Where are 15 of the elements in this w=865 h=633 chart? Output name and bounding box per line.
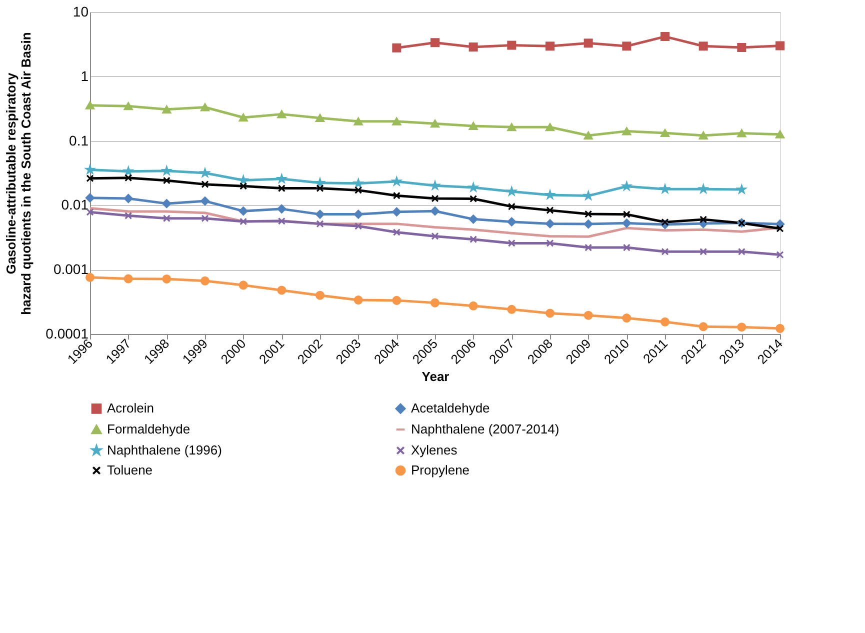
legend-label: Acetaldehyde xyxy=(411,400,490,416)
legend-label: Formaldehyde xyxy=(107,422,190,436)
y-axis-title: Gasoline-attributable respiratory hazard quotients in the South Coast Air Basin xyxy=(4,32,34,315)
y-tick-label: 0.001 xyxy=(53,261,89,278)
legend-label: Naphthalene (1996) xyxy=(107,442,222,458)
legend-label: Xylenes xyxy=(411,442,458,458)
legend-label: Naphthalene (2007-2014) xyxy=(411,422,560,436)
y-tick-label: 0.1 xyxy=(69,132,89,148)
legend-label: Toluene xyxy=(107,462,153,478)
y-tick-label: 1 xyxy=(80,68,89,84)
legend-label: Propylene xyxy=(411,462,470,478)
y-tick-label: 0.01 xyxy=(61,196,89,213)
x-axis-title: Year xyxy=(422,368,450,384)
y-tick-label: 10 xyxy=(72,4,89,20)
legend-label: Acrolein xyxy=(107,400,154,416)
